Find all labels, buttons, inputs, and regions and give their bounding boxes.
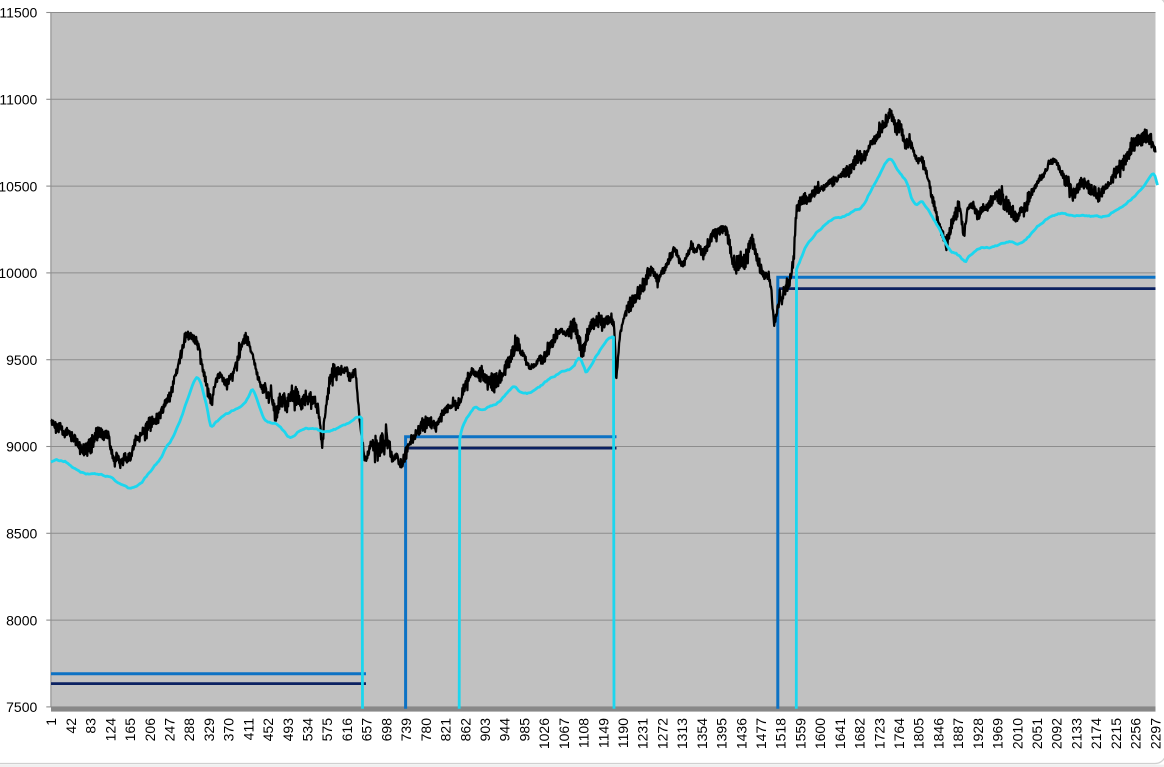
svg-text:1641: 1641 [832,718,848,749]
svg-text:2092: 2092 [1049,718,1065,749]
svg-text:7500: 7500 [6,699,37,715]
svg-text:1969: 1969 [990,718,1006,749]
svg-text:1: 1 [43,718,59,726]
svg-text:9000: 9000 [6,439,37,455]
svg-text:124: 124 [102,718,118,742]
svg-text:1764: 1764 [891,718,907,749]
svg-text:2256: 2256 [1128,718,1144,749]
svg-text:8500: 8500 [6,526,37,542]
svg-text:83: 83 [83,718,99,734]
svg-text:1395: 1395 [714,718,730,749]
svg-text:1723: 1723 [871,718,887,749]
svg-text:247: 247 [162,718,178,742]
svg-text:862: 862 [457,718,473,742]
svg-text:1026: 1026 [536,718,552,749]
svg-text:821: 821 [438,718,454,742]
svg-text:1518: 1518 [773,718,789,749]
svg-text:288: 288 [181,718,197,742]
svg-text:985: 985 [516,718,532,742]
svg-text:780: 780 [418,718,434,742]
svg-text:206: 206 [142,718,158,742]
svg-text:1600: 1600 [812,718,828,749]
svg-text:11500: 11500 [0,5,37,21]
svg-text:1149: 1149 [595,718,611,748]
svg-text:534: 534 [300,718,316,742]
svg-text:1805: 1805 [911,718,927,749]
svg-text:1559: 1559 [792,718,808,749]
svg-text:1928: 1928 [970,718,986,749]
svg-text:1067: 1067 [556,718,572,749]
svg-text:2215: 2215 [1108,718,1124,749]
svg-text:616: 616 [339,718,355,742]
svg-text:944: 944 [497,718,513,742]
svg-text:329: 329 [201,718,217,742]
svg-text:42: 42 [63,718,79,734]
svg-text:10000: 10000 [0,265,38,281]
svg-text:493: 493 [280,718,296,742]
svg-text:2297: 2297 [1147,718,1163,749]
svg-text:1682: 1682 [852,718,868,749]
svg-text:1190: 1190 [615,718,631,748]
svg-text:2174: 2174 [1088,718,1104,749]
svg-text:370: 370 [221,718,237,742]
svg-text:1436: 1436 [733,718,749,749]
svg-text:165: 165 [122,718,138,742]
svg-text:657: 657 [359,718,375,742]
svg-text:739: 739 [398,718,414,742]
svg-text:1272: 1272 [654,718,670,749]
svg-text:2051: 2051 [1029,718,1045,749]
svg-text:2010: 2010 [1009,718,1025,749]
svg-text:1108: 1108 [576,718,592,748]
svg-text:575: 575 [319,718,335,742]
svg-text:1231: 1231 [635,718,651,749]
svg-text:1354: 1354 [694,718,710,749]
svg-text:411: 411 [240,718,256,741]
svg-text:10500: 10500 [0,178,38,194]
svg-text:452: 452 [260,718,276,742]
svg-text:11000: 11000 [0,92,37,108]
svg-text:1846: 1846 [930,718,946,749]
svg-text:1313: 1313 [674,718,690,749]
svg-text:698: 698 [378,718,394,742]
svg-text:2133: 2133 [1068,718,1084,749]
svg-text:1477: 1477 [753,718,769,749]
svg-text:8000: 8000 [6,612,37,628]
svg-text:1887: 1887 [950,718,966,749]
svg-text:903: 903 [477,718,493,742]
svg-text:9500: 9500 [6,352,37,368]
